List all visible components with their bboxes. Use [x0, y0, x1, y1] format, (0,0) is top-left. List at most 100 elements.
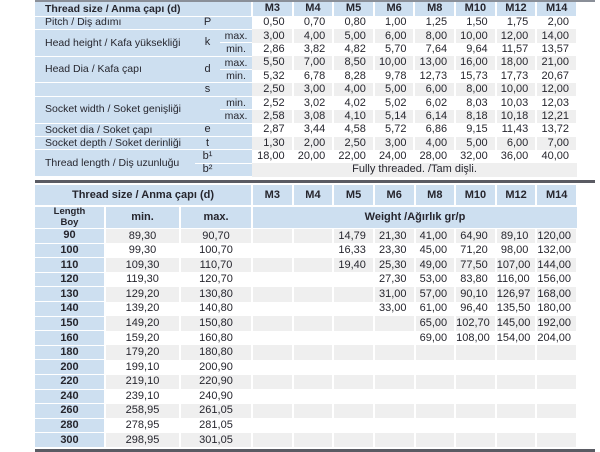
- weight-value: [536, 418, 578, 433]
- spec-symbol: e: [195, 123, 220, 138]
- spec-value: 8,03: [455, 96, 497, 110]
- weight-value: [333, 272, 375, 287]
- spec-value: 40,00: [536, 149, 578, 164]
- length-value: 150: [35, 316, 106, 332]
- length-value: 100: [35, 243, 106, 259]
- weight-value: [292, 403, 335, 419]
- spec-value: 2,50: [252, 82, 294, 97]
- min-length-value: 109,30: [105, 257, 181, 273]
- spec-value: 5,00: [333, 29, 375, 43]
- length-value: 180: [35, 345, 106, 361]
- spec-value: 13,00: [414, 56, 457, 70]
- weight-value: 192,00: [536, 316, 578, 331]
- thread-size-column-header: M10: [455, 185, 497, 208]
- spec-value: 6,86: [414, 123, 457, 137]
- weight-value: [252, 345, 294, 360]
- max-length-value: 200,90: [180, 359, 253, 375]
- weight-value: [333, 316, 375, 331]
- weight-value: [495, 432, 538, 448]
- weight-table-header-row-1: Thread size / Anma çapı (d) M3 M4 M5 M6 M8 M1…: [35, 185, 578, 208]
- weight-value: [373, 418, 416, 433]
- weight-value: [252, 330, 294, 346]
- length-row: 120 119,30 120,70 27,30 53,00 83,80 116,00 156,…: [35, 272, 578, 288]
- spec-value: 18,00: [252, 149, 294, 164]
- min-length-value: 179,20: [105, 345, 181, 360]
- dimension-row: min. 5,32 6,78 8,28 9,78 12,73 15,73 17,73 20,67: [35, 69, 578, 84]
- spec-value: 5,00: [373, 82, 416, 97]
- spec-value: 2,00: [292, 136, 335, 150]
- weight-table-header-row-2: Length Boy min. max. Weight /Ağırlık gr/…: [35, 206, 577, 230]
- spec-value: 3,00: [292, 82, 335, 97]
- table2-title: Thread size / Anma çapı (d): [35, 185, 253, 208]
- weight-value: 83,80: [455, 272, 497, 287]
- weight-value: 180,00: [536, 301, 578, 317]
- weight-value: [495, 418, 538, 433]
- weight-value: 89,10: [495, 228, 538, 244]
- max-length-value: 130,80: [180, 286, 253, 302]
- weight-value: 64,90: [455, 228, 497, 244]
- weight-value: [455, 432, 497, 448]
- max-column-header: max.: [180, 206, 253, 230]
- length-value: 90: [35, 228, 106, 244]
- weight-value: 16,33: [333, 243, 375, 258]
- spec-value: 8,00: [414, 29, 457, 43]
- weight-value: [252, 432, 294, 448]
- spec-value: 6,00: [373, 29, 416, 43]
- length-row: 300 298,95 301,05: [35, 432, 578, 448]
- weight-value: [292, 374, 335, 390]
- length-value: 220: [35, 374, 106, 390]
- table1-title: Thread size / Anma çapı (d): [35, 2, 254, 17]
- spec-value: 5,70: [373, 42, 416, 57]
- spec-value: 4,82: [333, 42, 375, 57]
- spec-value: 2,50: [333, 136, 375, 150]
- weight-value: 33,00: [373, 301, 416, 317]
- spec-value: 6,78: [292, 69, 335, 83]
- thread-size-column-header: M3: [252, 2, 294, 17]
- weight-value: 23,30: [373, 243, 416, 258]
- weight-value: [455, 403, 497, 419]
- weight-value: 31,00: [373, 286, 416, 302]
- length-value: 300: [35, 432, 106, 448]
- spec-value: 11,57: [495, 42, 538, 57]
- spec-value: 7,64: [414, 42, 457, 57]
- spec-row-label: Socket depth / Soket derinliği: [35, 136, 195, 151]
- spec-value: 12,00: [536, 82, 578, 97]
- max-length-value: 261,05: [180, 403, 253, 419]
- spec-value: 7,00: [292, 56, 335, 70]
- spec-subrow-label: max.: [220, 56, 253, 71]
- spec-value: 12,73: [414, 69, 457, 83]
- spec-value: 4,10: [333, 109, 375, 124]
- length-column-header: Length Boy: [35, 206, 106, 230]
- spec-subrow-label: max.: [220, 29, 253, 44]
- spec-symbol: b²: [195, 163, 220, 178]
- spec-value: 22,00: [333, 149, 375, 164]
- spec-value: 15,73: [455, 69, 497, 83]
- weight-value: [292, 243, 335, 258]
- dimension-row: Socket dia / Soket çapı e 2,87 3,44 4,58 5,72…: [35, 123, 578, 138]
- length-row: 240 239,10 240,90: [35, 389, 578, 405]
- weight-value: [252, 316, 294, 331]
- weight-value: [252, 301, 294, 317]
- spec-symbol: d: [195, 56, 220, 84]
- max-length-value: 140,80: [180, 301, 253, 317]
- weight-value: [536, 345, 578, 360]
- min-length-value: 278,95: [105, 418, 181, 433]
- weight-value: [333, 286, 375, 302]
- spec-value: 4,00: [292, 29, 335, 43]
- weight-value: 53,00: [414, 272, 457, 287]
- weight-value: 77,50: [455, 257, 497, 273]
- spec-value: 4,00: [414, 136, 457, 150]
- spec-value: 11,43: [495, 123, 538, 137]
- max-length-value: 220,90: [180, 374, 253, 390]
- spec-value: 4,02: [333, 96, 375, 110]
- weight-value: [373, 316, 416, 331]
- spec-value: 13,57: [536, 42, 578, 57]
- weight-value: 98,00: [495, 243, 538, 258]
- spec-symbol: P: [195, 16, 220, 30]
- length-column-header-line1: Length: [53, 206, 86, 218]
- weight-value: [373, 345, 416, 360]
- spec-symbol: [195, 96, 220, 124]
- spec-value: 20,67: [536, 69, 578, 83]
- weight-value: 27,30: [373, 272, 416, 287]
- thread-size-column-header: M12: [495, 185, 538, 208]
